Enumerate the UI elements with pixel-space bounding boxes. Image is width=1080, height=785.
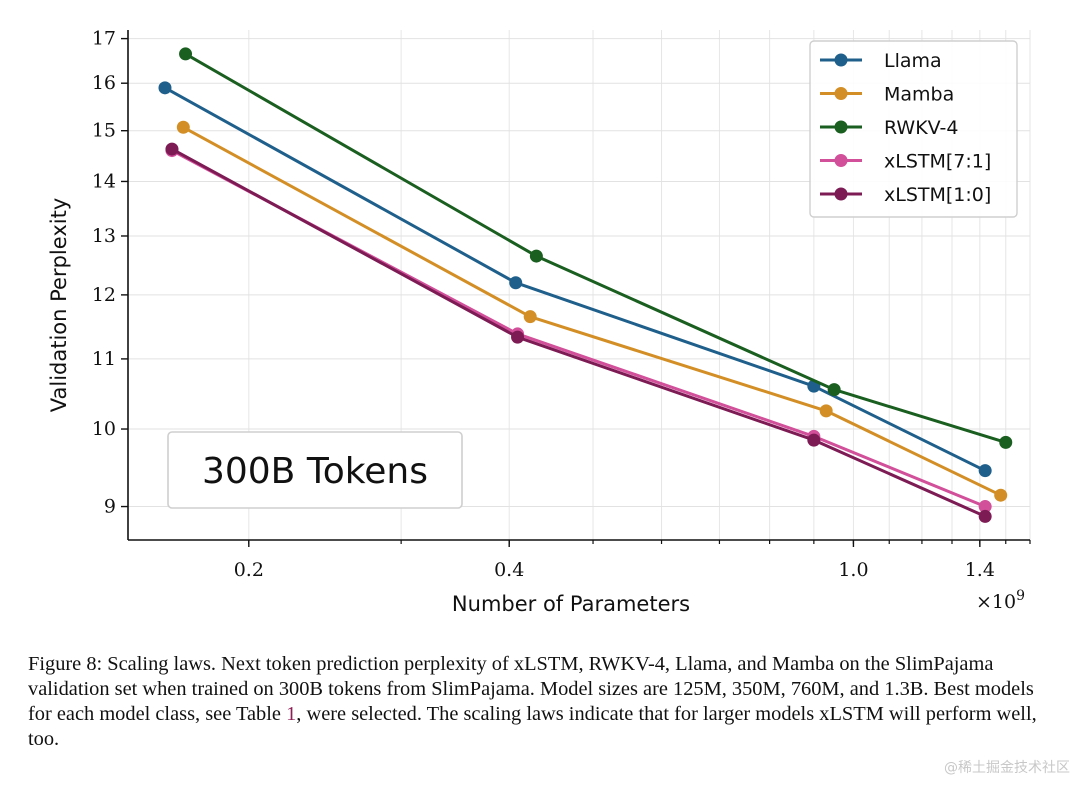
legend-item: xLSTM[7:1] <box>820 151 991 173</box>
legend-label: xLSTM[7:1] <box>884 151 991 173</box>
y-tick-label: 9 <box>104 496 116 518</box>
legend-item: RWKV-4 <box>820 117 959 139</box>
watermark: @稀土掘金技术社区 <box>944 760 1070 776</box>
data-point <box>511 330 525 344</box>
axes: 9 10 11 12 13 14 15 16 17 0.2 0.4 1.0 1.4 Number of P… <box>47 28 1031 616</box>
legend-label: RWKV-4 <box>884 117 959 139</box>
legend-swatch-marker <box>834 120 848 134</box>
y-tick-label: 16 <box>92 72 116 94</box>
legend-swatch-marker <box>834 87 848 100</box>
data-point <box>509 276 523 290</box>
y-tick-label: 10 <box>92 418 116 440</box>
y-tick-label: 17 <box>92 28 116 50</box>
figure-caption: Figure 8: Scaling laws. Next token predi… <box>28 652 1058 752</box>
data-point <box>999 435 1013 449</box>
legend-item: Llama <box>820 50 942 72</box>
data-point <box>819 404 833 418</box>
series-line <box>171 147 986 518</box>
data-point <box>529 249 543 263</box>
annotation-frame <box>167 431 463 509</box>
x-tick-label: 0.2 <box>234 559 264 581</box>
legend-swatch-marker <box>834 187 848 201</box>
scaling-law-chart: 9 10 11 12 13 14 15 16 17 0.2 0.4 1.0 1.4 Number of P… <box>47 28 1031 616</box>
data-point <box>158 81 172 95</box>
table-reference-link[interactable]: 1 <box>286 703 297 725</box>
data-point <box>179 47 193 61</box>
data-point <box>978 464 992 478</box>
x-tick-label: 1.0 <box>838 559 868 581</box>
y-tick-label: 14 <box>92 170 116 192</box>
legend-swatch-marker <box>834 154 848 167</box>
x-offset-label: ×109 <box>976 588 1025 613</box>
x-axis-label: Number of Parameters <box>452 592 690 616</box>
legend-item: xLSTM[1:0] <box>820 184 991 206</box>
legend-label: Llama <box>884 50 942 72</box>
legend-label: Mamba <box>884 84 954 106</box>
series-lines <box>158 47 1013 523</box>
data-point <box>978 509 992 523</box>
y-tick-label: 13 <box>92 225 116 247</box>
x-tick-label: 1.4 <box>965 559 995 581</box>
legend-label: xLSTM[1:0] <box>884 184 991 206</box>
annotation-text: 300B Tokens <box>202 451 428 492</box>
data-point <box>176 120 190 134</box>
data-point <box>994 488 1008 502</box>
y-tick-label: 12 <box>92 284 116 306</box>
legend: Llama Mamba RWKV-4 xLSTM[7:1] xLSTM[1:0] <box>809 40 1018 218</box>
data-point <box>978 500 992 514</box>
x-tick-label: 0.4 <box>494 559 524 581</box>
y-tick-label: 11 <box>92 348 116 370</box>
legend-swatch-marker <box>834 53 848 67</box>
series-line <box>164 86 986 473</box>
series-line <box>182 125 1002 497</box>
data-point <box>827 383 841 397</box>
series-line <box>184 52 1007 444</box>
caption-text-end: , were selected. The scaling laws indica… <box>28 703 1037 750</box>
y-tick-label: 15 <box>92 120 116 142</box>
data-point <box>807 433 821 447</box>
legend-frame <box>809 40 1018 218</box>
y-axis-label: Validation Perplexity <box>47 198 71 412</box>
caption-text-start: Figure 8: Scaling laws. Next token predi… <box>28 653 1034 725</box>
data-point <box>523 310 537 324</box>
legend-item: Mamba <box>820 84 954 106</box>
data-point <box>165 142 179 156</box>
annotation-box: 300B Tokens <box>167 431 463 509</box>
